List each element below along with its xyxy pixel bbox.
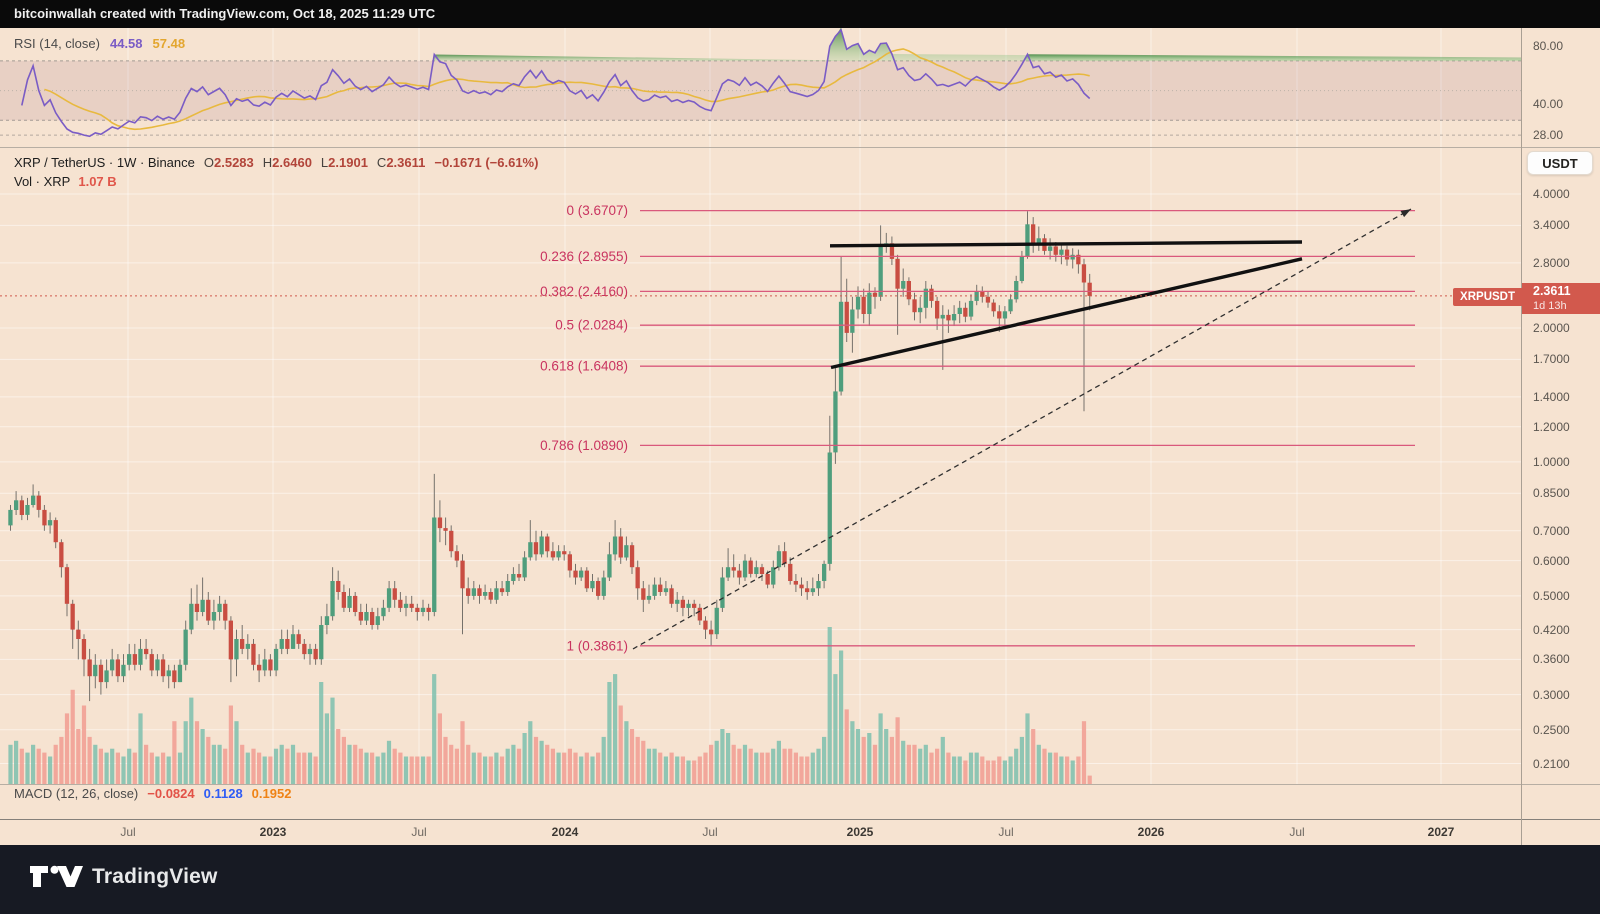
price-tick-label: 1.4000 (1533, 390, 1570, 404)
time-axis[interactable]: Jul 2023 Jul 2024 Jul 2025 Jul 2026 Jul 2027 (0, 820, 1522, 845)
rsi-overbought-fill (827, 28, 1522, 61)
fib-level-label: 0.618 (1.6408) (540, 359, 628, 374)
fib-level-label: 0.236 (2.8955) (540, 249, 628, 264)
attribution-bar: bitcoinwallah created with TradingView.c… (0, 0, 1600, 28)
rsi-tick-label: 80.00 (1533, 39, 1564, 53)
fib-level-label: 0.382 (2.4160) (540, 284, 628, 299)
time-axis-label: Jul (411, 825, 427, 839)
last-price-axis-badge: 2.3611 1d 13h (1522, 283, 1600, 314)
price-tick-label: 1.7000 (1533, 352, 1570, 366)
attribution-text: bitcoinwallah created with TradingView.c… (14, 6, 436, 21)
time-axis-label: 2024 (551, 825, 579, 839)
candlestick-series (8, 211, 1092, 702)
volume-histogram (8, 627, 1092, 785)
price-tick-label: 0.3600 (1533, 652, 1570, 666)
support-trendline (830, 257, 1303, 370)
time-axis-separator (0, 819, 1600, 820)
last-price-symbol-badge: XRPUSDT (1453, 288, 1522, 306)
price-tick-label: 0.5000 (1533, 589, 1570, 603)
price-tick-label: 0.7000 (1533, 524, 1570, 538)
price-tick-label: 0.2500 (1533, 723, 1570, 737)
fib-level-label: 0.786 (1.0890) (540, 438, 628, 453)
fib-level-label: 0.5 (2.0284) (555, 318, 628, 333)
time-axis-label: 2023 (259, 825, 287, 839)
price-tick-label: 0.3000 (1533, 688, 1570, 702)
rsi-pane-plot (0, 28, 1522, 138)
fib-level-label: 1 (0.3861) (566, 638, 628, 653)
fib-level-label: 0 (3.6707) (566, 203, 628, 218)
time-axis-label: 2026 (1137, 825, 1165, 839)
dashed-trendline (632, 208, 1412, 650)
rsi-overbought-fill (1023, 54, 1522, 61)
rsi-line (21, 28, 1091, 138)
trendlines[interactable] (632, 208, 1412, 650)
fib-retracement[interactable]: 0 (3.6707) 0.236 (2.8955) 0.382 (2.4160) 0.… (540, 203, 1415, 653)
last-price-value: 2.3611 (1533, 284, 1571, 298)
time-axis-label: Jul (1289, 825, 1305, 839)
price-axis-separator (1521, 28, 1522, 845)
rsi-overbought-fill (433, 54, 874, 61)
time-axis-label: Jul (998, 825, 1014, 839)
price-tick-label: 0.6000 (1533, 554, 1570, 568)
chart-canvas[interactable]: 0 (3.6707) 0.236 (2.8955) 0.382 (2.4160) 0.… (0, 28, 1522, 820)
pane-separator-main-macd[interactable] (0, 784, 1600, 785)
price-tick-label: 1.2000 (1533, 420, 1570, 434)
price-tick-label: 2.8000 (1533, 256, 1570, 270)
footer-bar: TradingView (0, 845, 1600, 914)
price-tick-label: 0.8500 (1533, 486, 1570, 500)
rsi-tick-label: 40.00 (1533, 97, 1564, 111)
price-tick-label: 0.2100 (1533, 757, 1570, 771)
rsi-ma-line (44, 48, 1090, 131)
time-axis-label: 2025 (846, 825, 874, 839)
grid-lines (0, 28, 1522, 785)
time-axis-label: Jul (702, 825, 718, 839)
price-tick-label: 1.0000 (1533, 455, 1570, 469)
time-axis-label: 2027 (1427, 825, 1455, 839)
resistance-trendline (829, 240, 1303, 248)
tradingview-logo-icon[interactable] (28, 863, 84, 893)
price-tick-label: 3.4000 (1533, 218, 1570, 232)
rsi-tick-label: 28.00 (1533, 128, 1564, 142)
bar-countdown: 1d 13h (1533, 300, 1567, 312)
time-axis-label: Jul (120, 825, 136, 839)
price-tick-label: 4.0000 (1533, 187, 1570, 201)
pane-separator-rsi-main[interactable] (0, 147, 1600, 148)
tradingview-logo-text[interactable]: TradingView (92, 865, 218, 888)
currency-toggle-button[interactable]: USDT (1527, 151, 1593, 175)
trendline-arrowhead (1400, 209, 1411, 218)
price-tick-label: 2.0000 (1533, 321, 1570, 335)
price-tick-label: 0.4200 (1533, 623, 1570, 637)
